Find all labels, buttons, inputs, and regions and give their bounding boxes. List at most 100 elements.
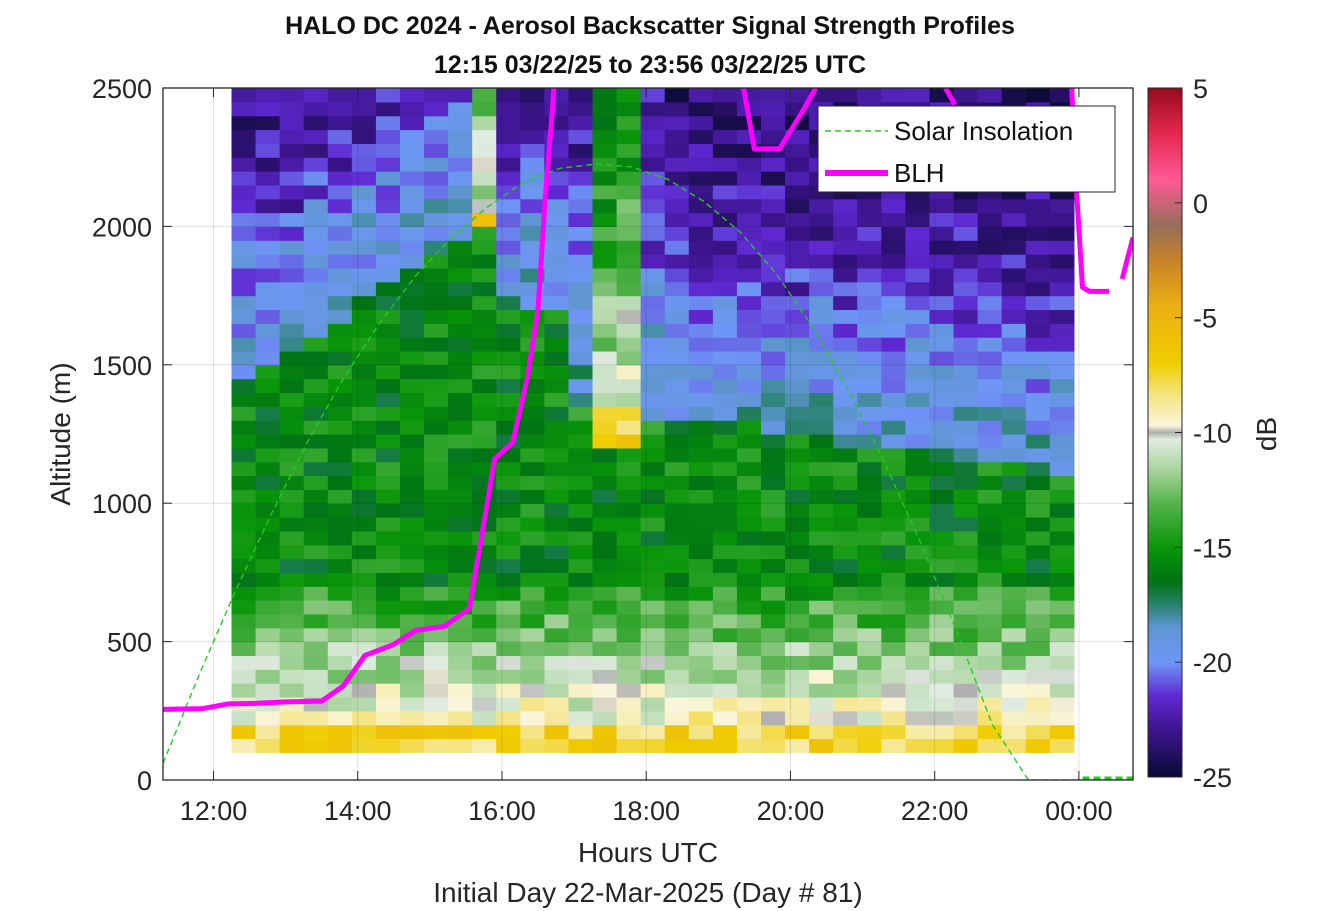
heatmap-cell [1049, 613, 1075, 629]
heatmap-cell [375, 710, 401, 726]
heatmap-cell [640, 530, 666, 546]
heatmap-cell [351, 572, 377, 587]
heatmap-cell [568, 434, 594, 449]
heatmap-cell [351, 254, 377, 269]
heatmap-cell [664, 88, 690, 103]
heatmap-cell [1001, 226, 1027, 241]
heatmap-cell [279, 683, 305, 698]
heatmap-cell [905, 337, 931, 352]
heatmap-cell [1001, 696, 1027, 712]
heatmap-cell [279, 586, 305, 601]
heatmap-cell [1001, 281, 1027, 297]
heatmap-cell [544, 295, 570, 311]
heatmap-cell [640, 503, 666, 518]
heatmap-cell [1049, 434, 1075, 449]
heatmap-cell [953, 364, 979, 380]
heatmap-cell [640, 406, 666, 421]
heatmap-cell [785, 364, 810, 380]
heatmap-cell [616, 364, 642, 380]
heatmap-cell [760, 586, 786, 601]
heatmap-cell [255, 101, 281, 117]
heatmap-cell [327, 337, 353, 352]
heatmap-cell [520, 544, 545, 560]
heatmap-cell [712, 600, 738, 615]
heatmap-cell [881, 323, 906, 338]
heatmap-cell [279, 641, 305, 657]
heatmap-cell [736, 184, 762, 200]
heatmap-cell [231, 171, 257, 186]
heatmap-cell [231, 572, 257, 587]
heatmap-cell [712, 323, 738, 338]
heatmap-cell [351, 392, 377, 407]
heatmap-cell [977, 572, 1003, 587]
heatmap-cell [351, 198, 377, 214]
heatmap-cell [712, 420, 738, 435]
heatmap-cell [616, 157, 642, 172]
heatmap-cell [568, 406, 594, 421]
heatmap-cell [399, 240, 425, 255]
heatmap-cell [1025, 378, 1051, 394]
heatmap-cell [520, 447, 545, 463]
heatmap-cell [664, 281, 690, 297]
heatmap-cell [688, 378, 714, 394]
heatmap-cell [231, 683, 257, 698]
heatmap-cell [399, 641, 425, 657]
heatmap-cell [712, 364, 738, 380]
heatmap-cell [279, 420, 305, 435]
heatmap-cell [351, 434, 377, 449]
heatmap-cell [496, 240, 521, 255]
heatmap-cell [736, 309, 762, 324]
heatmap-cell [544, 517, 570, 532]
heatmap-cell [544, 669, 570, 684]
heatmap-cell [424, 309, 449, 324]
heatmap-cell [303, 503, 329, 518]
heatmap-cell [664, 101, 690, 117]
heatmap-cell [881, 724, 906, 740]
heatmap-cell [375, 461, 401, 477]
heatmap-cell [255, 281, 281, 297]
heatmap-cell [953, 503, 979, 518]
heatmap-cell [255, 517, 281, 532]
heatmap-cell [785, 254, 810, 269]
heatmap-cell [544, 281, 570, 297]
heatmap-cell [785, 475, 810, 490]
heatmap-cell [929, 503, 955, 518]
heatmap-cell [448, 254, 473, 269]
heatmap-cell [664, 447, 690, 463]
heatmap-cell [833, 323, 858, 338]
heatmap-cell [472, 350, 497, 366]
heatmap-cell [616, 475, 642, 490]
heatmap-cell [664, 171, 690, 186]
heatmap-cell [929, 517, 955, 532]
heatmap-cell [857, 254, 882, 269]
heatmap-cell [881, 586, 906, 601]
heatmap-cell [279, 461, 305, 477]
heatmap-cell [809, 669, 834, 684]
heatmap-cell [785, 420, 810, 435]
heatmap-cell [303, 586, 329, 601]
heatmap-cell [785, 738, 810, 753]
heatmap-cell [616, 696, 642, 712]
heatmap-cell [664, 323, 690, 338]
heatmap-cell [712, 724, 738, 740]
heatmap-cell [712, 586, 738, 601]
heatmap-cell [857, 558, 882, 573]
heatmap-cell [664, 378, 690, 394]
heatmap-cell [809, 627, 834, 643]
heatmap-cell [568, 613, 594, 629]
heatmap-cell [520, 240, 545, 255]
heatmap-cell [327, 406, 353, 421]
heatmap-cell [424, 88, 449, 103]
heatmap-cell [785, 655, 810, 670]
heatmap-cell [664, 434, 690, 449]
heatmap-cell [881, 212, 906, 227]
heatmap-cell [760, 683, 786, 698]
heatmap-cell [953, 572, 979, 587]
heatmap-cell [424, 572, 449, 587]
heatmap-cell [399, 544, 425, 560]
heatmap-cell [303, 240, 329, 255]
heatmap-cell [760, 641, 786, 657]
heatmap-cell [472, 226, 497, 241]
heatmap-cell [424, 184, 449, 200]
heatmap-cell [833, 738, 858, 753]
